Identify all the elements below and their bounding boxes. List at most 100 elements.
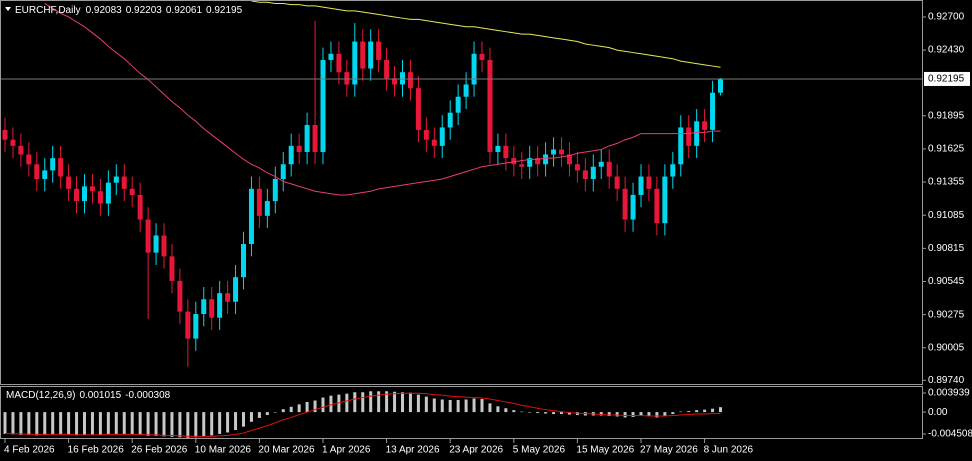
candle-body: [551, 149, 557, 155]
y-tick-label: 0.91085: [928, 210, 965, 221]
macd-bar: [146, 412, 150, 436]
candle-body: [18, 145, 24, 155]
candle-body: [169, 256, 175, 281]
y-tick-label: 0.003939: [928, 388, 970, 399]
macd-bar: [186, 412, 190, 438]
macd-bar: [35, 412, 39, 436]
macd-bar: [226, 412, 230, 433]
x-tick-label: 4 Feb 2026: [4, 445, 55, 456]
macd-bar: [679, 411, 683, 413]
main-plot: [1, 1, 922, 367]
macd-bar: [528, 412, 532, 413]
candle-body: [137, 194, 143, 220]
macd-bar: [520, 411, 524, 413]
candle-body: [519, 164, 525, 167]
candle-body: [209, 299, 215, 318]
candle-body: [161, 235, 167, 257]
candle-body: [566, 154, 572, 165]
candle-body: [431, 139, 437, 146]
main-pane-frame: [0, 0, 923, 385]
candle-body: [66, 176, 72, 189]
candle-body: [256, 188, 262, 216]
macd-bar: [703, 409, 707, 413]
candle-body: [511, 158, 517, 165]
macd-bar: [408, 392, 412, 413]
candle-body: [344, 72, 350, 85]
macd-bar: [98, 412, 102, 435]
last-low: 0.92061: [166, 5, 203, 16]
candle-body: [455, 96, 461, 113]
candle-body: [320, 59, 326, 152]
candle-body: [288, 145, 294, 165]
macd-bar: [202, 412, 206, 437]
x-tick-label: 15 May 2026: [576, 445, 634, 456]
candle-body: [241, 244, 246, 278]
macd-bar: [75, 412, 79, 436]
candle-body: [368, 41, 374, 69]
candle-body: [559, 149, 564, 155]
macd-bar: [504, 408, 508, 413]
candle-body: [145, 219, 151, 253]
candle-body: [352, 41, 358, 85]
candle-body: [543, 154, 549, 165]
y-tick-label: 0.90275: [928, 309, 965, 320]
macd-bar: [170, 412, 174, 437]
candle-body: [328, 53, 334, 60]
candle-body: [678, 127, 684, 165]
macd-bar: [122, 412, 126, 434]
macd-bar: [615, 412, 619, 417]
macd-bar: [114, 412, 118, 434]
macd-title: MACD(12,26,9) 0.001015 -0.000308: [6, 390, 171, 401]
candle-body: [376, 41, 382, 60]
macd-bar: [695, 410, 699, 413]
macd-bar: [385, 391, 389, 413]
candle-body: [582, 170, 588, 179]
macd-bar: [393, 391, 397, 413]
macd-bar: [51, 412, 55, 435]
macd-bar: [234, 412, 238, 431]
candle-body: [447, 112, 453, 128]
y-tick-label: 0.90815: [928, 243, 965, 254]
candle-body: [463, 84, 469, 97]
menu-arrow[interactable]: [5, 7, 11, 11]
macd-bar: [265, 412, 269, 416]
macd-bar: [281, 409, 285, 413]
macd-bar: [663, 412, 667, 416]
macd-bar: [273, 412, 277, 413]
macd-bar: [440, 399, 444, 413]
candle-body: [574, 164, 580, 171]
x-tick-label: 10 Mar 2026: [195, 445, 252, 456]
macd-bar: [631, 412, 635, 417]
candle-body: [686, 127, 692, 146]
macd-bar: [567, 412, 571, 415]
x-tick-label: 13 Apr 2026: [386, 445, 440, 456]
macd-bar: [432, 398, 436, 413]
macd-bar: [106, 412, 110, 435]
macd-bar: [154, 412, 158, 436]
macd-bar: [67, 412, 71, 435]
candle-body: [280, 164, 286, 179]
candle-body: [58, 158, 64, 177]
macd-bar: [210, 412, 214, 436]
candle-body: [487, 59, 493, 152]
y-tick-label: 0.92700: [928, 12, 965, 23]
y-tick-label: 0.91355: [928, 177, 965, 188]
macd-bar: [305, 401, 309, 413]
candle-body: [82, 186, 87, 202]
candle-body: [304, 124, 310, 152]
macd-bar: [456, 399, 460, 413]
candle-body: [423, 129, 429, 140]
candle-body: [622, 188, 628, 220]
macd-bar: [671, 412, 675, 415]
y-tick-label: 0.90545: [928, 276, 965, 287]
macd-bar: [345, 393, 349, 413]
macd-bar: [623, 412, 627, 418]
macd-bar: [19, 412, 23, 435]
macd-bar: [536, 412, 540, 414]
y-tick-label: 0.91895: [928, 110, 965, 121]
candle-body: [590, 166, 596, 179]
macd-bar: [353, 392, 357, 413]
macd-bar: [488, 403, 492, 413]
x-tick-label: 23 Apr 2026: [449, 445, 503, 456]
